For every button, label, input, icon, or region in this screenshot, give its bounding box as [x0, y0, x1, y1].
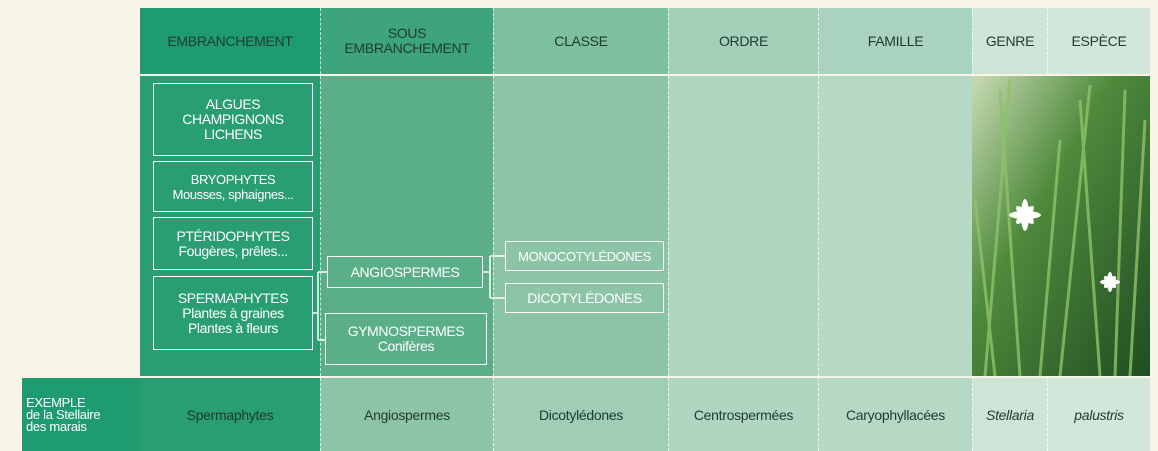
taxon-box: BRYOPHYTES Mousses, sphaignes...	[153, 161, 313, 212]
header-cell: FAMILLE	[818, 8, 972, 74]
connectors	[313, 255, 505, 341]
header-cell: CLASSE	[493, 8, 668, 74]
text-line: PTÉRIDOPHYTES	[176, 227, 290, 244]
text-line: LICHENS	[204, 126, 262, 142]
header-cell: SOUS EMBRANCHEMENT	[320, 8, 493, 74]
text-line: Plantes à graines	[182, 304, 284, 321]
example-cell: Angiospermes	[320, 378, 493, 451]
taxon-box: GYMNOSPERMES Conifères	[325, 313, 487, 365]
header-cell: ESPÈCE	[1047, 8, 1150, 74]
text-line: FAMILLE	[867, 32, 924, 49]
text-line: CHAMPIGNONS	[182, 111, 284, 127]
text-line: Mousses, sphaignes...	[172, 186, 294, 202]
flower	[1009, 199, 1120, 292]
text-line: ANGIOSPERMES	[350, 263, 460, 280]
body-column	[668, 76, 818, 376]
example-label: EXEMPLE de la Stellaire des marais	[22, 378, 140, 451]
text-line: Fougères, prêles...	[178, 242, 288, 259]
text-line: GYMNOSPERMES	[347, 323, 465, 339]
text-line: SPERMAPHYTES	[177, 289, 289, 306]
header-cell: EMBRANCHEMENT	[140, 8, 320, 74]
example-cell: palustris	[1047, 378, 1150, 451]
example-cell: Stellaria	[972, 378, 1047, 451]
text-line: BRYOPHYTES	[190, 171, 276, 187]
header-cell: ORDRE	[668, 8, 818, 74]
text-line: des marais	[26, 418, 87, 434]
taxon-box: SPERMAPHYTES Plantes à graines Plantes à f…	[153, 276, 313, 350]
text-line: de la Stellaire	[26, 406, 101, 422]
body-column	[818, 76, 972, 376]
taxon-box: ANGIOSPERMES	[327, 256, 483, 288]
body-column	[493, 76, 668, 376]
body-column	[140, 76, 320, 376]
taxon-box: PTÉRIDOPHYTES Fougères, prêles...	[153, 217, 313, 270]
text-line: DICOTYLÉDONES	[527, 289, 642, 306]
text-line: EXEMPLE	[26, 394, 86, 410]
text-line: SOUS	[387, 25, 427, 41]
example-cell: Spermaphytes	[140, 378, 320, 451]
body-column	[320, 76, 493, 376]
text-line: Plantes à fleurs	[187, 319, 279, 336]
text-line: GENRE	[985, 32, 1035, 49]
grass	[973, 79, 1147, 377]
example-cell: Centrospermées	[668, 378, 818, 451]
text-line: ORDRE	[718, 32, 769, 49]
header-cell: GENRE	[972, 8, 1047, 74]
text-line: MONOCOTYLÉDONES	[518, 248, 651, 264]
taxon-box: ALGUES CHAMPIGNONS LICHENS	[153, 83, 313, 156]
text-line: EMBRANCHEMENT	[167, 32, 293, 49]
text-line: EMBRANCHEMENT	[344, 40, 470, 56]
example-cell: Caryophyllacées	[818, 378, 972, 451]
text-line: CLASSE	[554, 32, 608, 49]
taxon-box: DICOTYLÉDONES	[505, 283, 664, 313]
text-line: ESPÈCE	[1071, 32, 1127, 49]
taxon-box: MONOCOTYLÉDONES	[505, 241, 664, 271]
example-cell: Dicotylédones	[493, 378, 668, 451]
text-line: Conifères	[377, 338, 435, 354]
text-line: ALGUES	[205, 96, 261, 112]
